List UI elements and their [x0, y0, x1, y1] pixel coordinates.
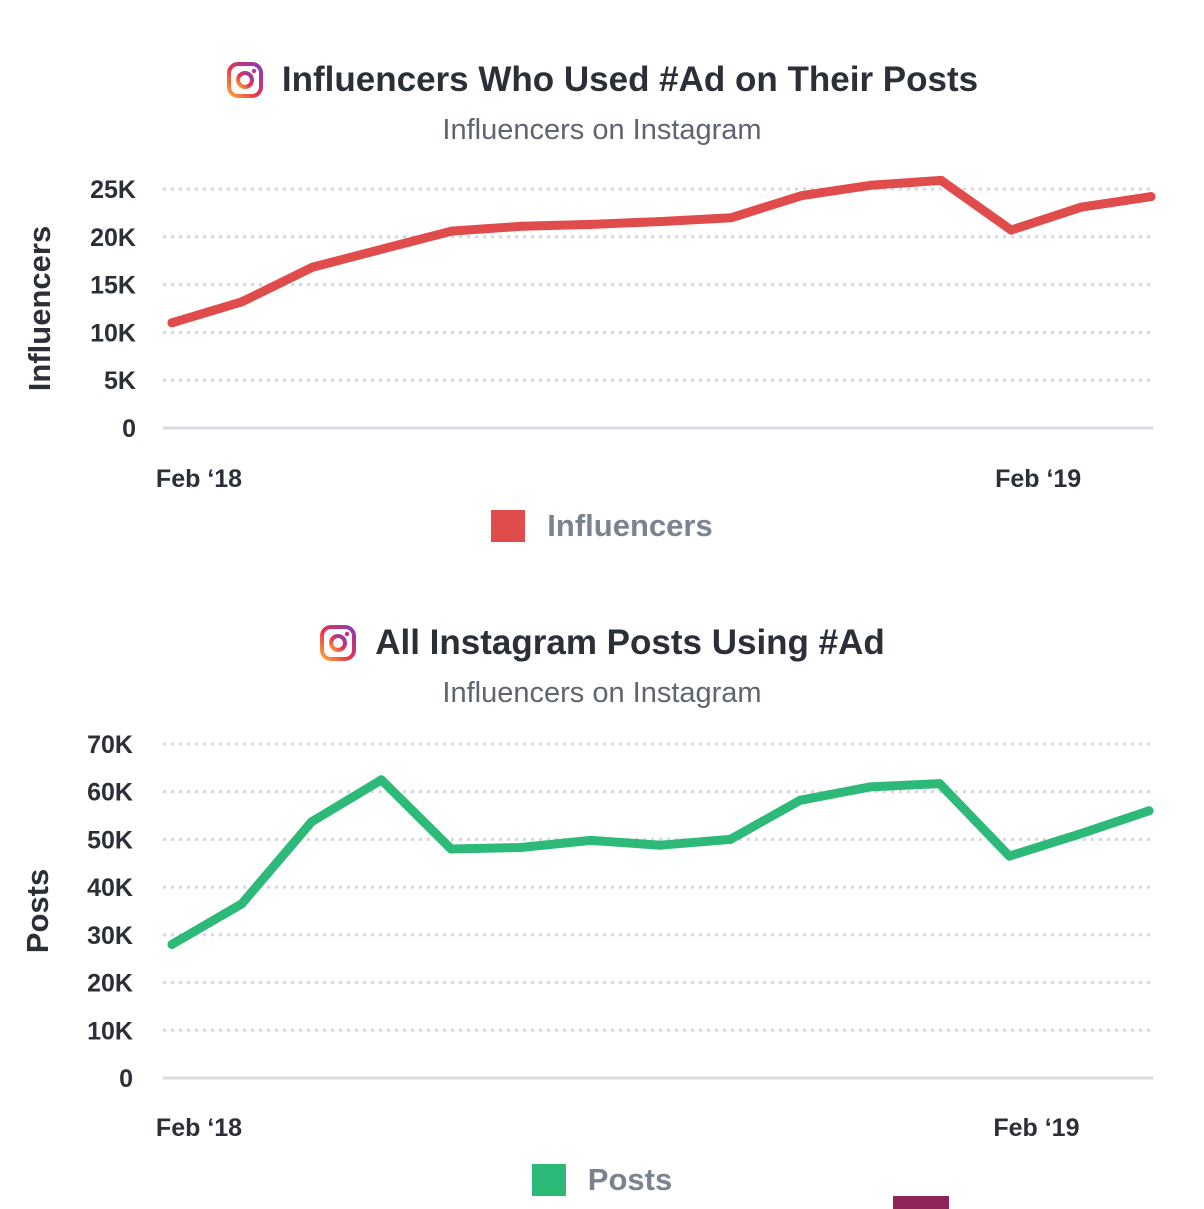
data-point [516, 843, 526, 853]
data-point [237, 297, 247, 307]
x-tick-label: Feb ‘19 [993, 1114, 1079, 1142]
series-line [167, 775, 1154, 949]
data-point [936, 175, 946, 185]
data-point [587, 219, 597, 229]
corner-badge [893, 1196, 949, 1209]
data-point [1006, 225, 1016, 235]
y-tick-label: 5K [104, 367, 136, 395]
y-tick-label: 0 [119, 1065, 133, 1093]
y-tick-label: 30K [87, 922, 133, 950]
legend-swatch [491, 510, 526, 542]
chart-subtitle: Influencers on Instagram [442, 114, 762, 146]
instagram-icon [226, 62, 263, 98]
chart-influencers: Influencers Who Used #Ad on Their Posts … [0, 0, 1204, 580]
data-point [935, 779, 945, 789]
chart-title: Influencers Who Used #Ad on Their Posts [281, 60, 979, 99]
y-tick-label: 50K [87, 826, 133, 854]
data-point [866, 180, 876, 190]
data-point [167, 939, 177, 949]
y-tick-label: 60K [87, 779, 133, 807]
legend-label: Posts [587, 1162, 673, 1197]
chart-title-row: All Instagram Posts Using #Ad [0, 623, 1204, 663]
x-tick-label: Feb ‘18 [156, 1114, 242, 1142]
chart-title-row: Influencers Who Used #Ad on Their Posts [0, 60, 1204, 100]
data-point [446, 844, 456, 854]
data-point [657, 217, 666, 227]
data-point [725, 834, 735, 844]
legend-swatch [531, 1164, 566, 1196]
y-tick-label: 40K [87, 874, 133, 902]
legend: Posts [0, 1162, 1204, 1198]
data-point [1004, 851, 1014, 861]
y-tick-label: 10K [90, 319, 136, 347]
data-point [726, 213, 736, 223]
data-point [237, 899, 247, 909]
y-tick-label: 70K [87, 731, 133, 759]
data-point [1076, 202, 1086, 212]
x-tick-label: Feb ‘19 [995, 465, 1081, 493]
chart-posts: All Instagram Posts Using #Ad Influencer… [0, 600, 1204, 1209]
data-point [656, 840, 665, 850]
data-point [865, 782, 875, 792]
plot-area: 0 10K 20K 30K 40K 50K 60K 70K Posts Feb ‘18 Feb ‘1… [20, 731, 1154, 1142]
series-line [167, 175, 1156, 328]
chart-title: All Instagram Posts Using #Ad [375, 623, 885, 662]
data-point [795, 795, 805, 805]
data-point [586, 835, 596, 845]
data-point [1146, 192, 1156, 202]
data-point [447, 226, 457, 236]
legend-label: Influencers [547, 508, 713, 543]
y-tick-label: 15K [90, 272, 136, 300]
data-point [307, 262, 317, 272]
data-point [307, 817, 317, 827]
data-point [376, 775, 386, 785]
y-tick-label: 20K [87, 970, 133, 998]
data-point [377, 244, 387, 254]
data-point [1144, 806, 1154, 816]
plot-area: 0 5K 10K 15K 20K 25K Influencers Feb ‘18 Feb ‘19 [22, 175, 1156, 493]
y-tick-label: 10K [87, 1017, 133, 1045]
data-point [1074, 829, 1084, 839]
y-axis-label: Influencers [22, 226, 57, 391]
legend: Influencers [0, 508, 1204, 544]
instagram-icon [320, 625, 357, 661]
y-axis-label: Posts [20, 869, 55, 953]
chart-subtitle: Influencers on Instagram [442, 677, 762, 709]
data-point [517, 221, 527, 231]
data-point [796, 191, 806, 201]
x-tick-label: Feb ‘18 [156, 465, 242, 493]
y-tick-label: 0 [122, 415, 136, 443]
y-tick-label: 20K [90, 224, 136, 252]
data-point [167, 318, 177, 328]
y-tick-label: 25K [90, 176, 136, 204]
